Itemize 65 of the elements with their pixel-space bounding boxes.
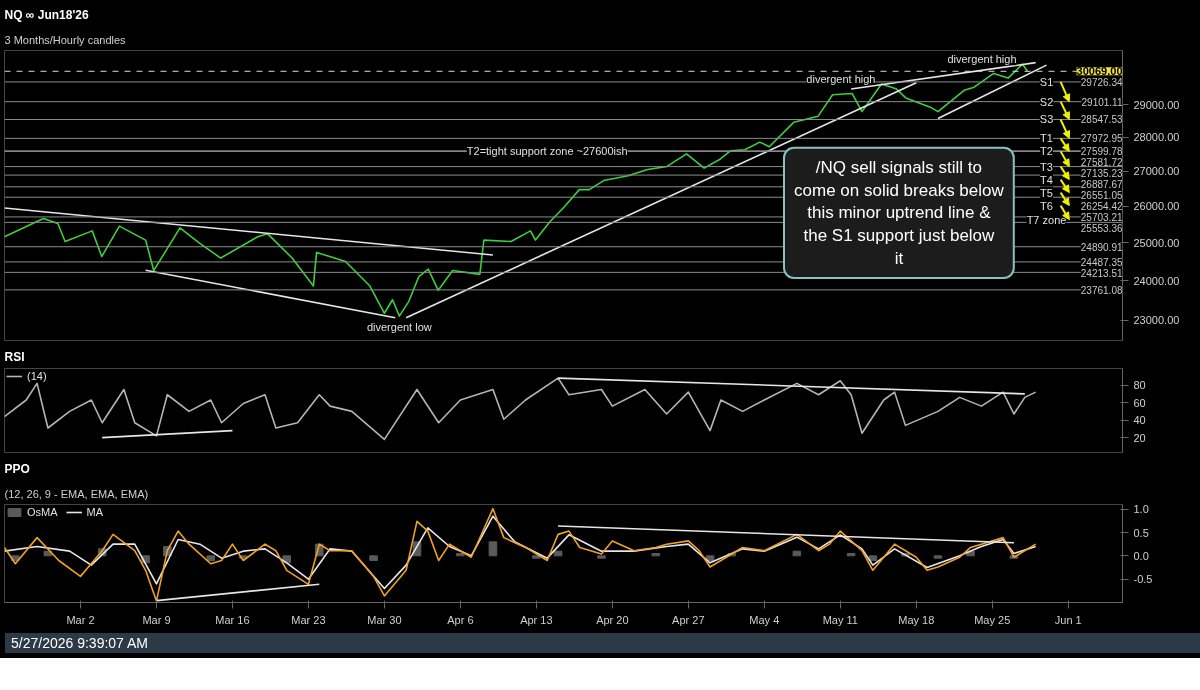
- annotation: divergent low: [366, 321, 432, 334]
- ref-line-label: 30069.00: [1076, 65, 1123, 78]
- annotation: T6: [1040, 199, 1053, 212]
- chart-subtitle: 3 Months/Hourly candles: [4, 33, 127, 46]
- y-tick-label: 40: [1133, 414, 1146, 427]
- x-tick-label: Mar 16: [215, 613, 250, 626]
- y-tick-label: 1.0: [1133, 503, 1149, 516]
- annotation: T7 zone: [1026, 213, 1067, 226]
- ref-line-label: 29101.11: [1081, 96, 1123, 108]
- x-tick-label: Mar 2: [66, 613, 95, 626]
- ref-line-label: 29726.34: [1080, 77, 1123, 89]
- x-tick-label: May 11: [822, 613, 858, 626]
- x-tick-label: May 4: [749, 613, 780, 626]
- ref-line-label: 27581.72: [1080, 156, 1123, 168]
- y-tick-label: 26000.00: [1133, 200, 1180, 213]
- text: 5/27/2026 9:39:07 AM: [11, 634, 148, 653]
- ref-line-label: 26551.05: [1080, 189, 1123, 201]
- ref-line-label: 27135.23: [1080, 167, 1123, 179]
- y-tick-label: 60: [1133, 396, 1146, 409]
- ref-line-label: 24213.51: [1080, 267, 1123, 279]
- y-tick-label: 29000.00: [1133, 98, 1180, 111]
- ref-line-label: 26887.67: [1080, 178, 1123, 190]
- x-tick-label: Jun 1: [1054, 613, 1082, 626]
- y-tick-label: 0.5: [1133, 526, 1149, 539]
- chart-title: RSI: [4, 349, 25, 364]
- x-tick-label: Mar 30: [367, 613, 402, 626]
- annotation: T2=tight support zone ~27600ish: [466, 145, 628, 158]
- y-tick-label: 80: [1133, 379, 1146, 392]
- y-tick-label: -0.5: [1133, 573, 1153, 586]
- x-tick-label: Mar 9: [142, 613, 171, 626]
- ref-line-label: 23761.08: [1080, 284, 1123, 296]
- ref-line-label: 25553.36: [1080, 222, 1123, 234]
- y-tick-label: 24000.00: [1133, 274, 1180, 287]
- y-tick-label: 25000.00: [1133, 236, 1180, 249]
- annotation: divergent high: [806, 73, 876, 86]
- x-tick-label: May 25: [974, 613, 1011, 626]
- ref-line-label: 26254.42: [1080, 200, 1123, 212]
- y-tick-label: 20: [1133, 431, 1146, 444]
- y-tick-label: 28000.00: [1133, 131, 1180, 144]
- ref-line-label: 24890.91: [1080, 241, 1123, 253]
- ref-line-label: 24487.35: [1080, 256, 1123, 268]
- annotation: T4: [1040, 173, 1053, 186]
- ref-line-label: 27972.95: [1080, 133, 1123, 145]
- y-tick-label: 0.0: [1133, 549, 1149, 562]
- legend-label: OsMA: [27, 506, 58, 518]
- annotation: /NQ sell signals still to come on solid breaks below this minor uptrend line & the S1 support just below it: [794, 157, 1005, 268]
- x-tick-label: May 18: [898, 613, 935, 626]
- x-tick-label: Apr 6: [447, 613, 474, 626]
- ref-line-label: 28547.53: [1080, 114, 1123, 126]
- legend-label: MA: [86, 506, 105, 518]
- ref-line-label: 25703.21: [1080, 211, 1123, 223]
- chart-title: PPO: [4, 461, 30, 476]
- x-tick-label: Mar 23: [291, 613, 326, 626]
- annotation: S3: [1039, 113, 1054, 126]
- annotation: divergent high: [947, 53, 1017, 66]
- chart-title: NQ ∞ Jun18'26: [4, 7, 89, 22]
- x-tick-label: Apr 27: [672, 613, 705, 626]
- y-tick-label: 27000.00: [1133, 165, 1180, 178]
- x-tick-label: Apr 13: [520, 613, 553, 626]
- ref-line-label: 27599.78: [1080, 145, 1123, 157]
- legend-label: (14): [27, 370, 47, 382]
- x-tick-label: Apr 20: [596, 613, 629, 626]
- chart-subtitle: (12, 26, 9 - EMA, EMA, EMA): [4, 487, 149, 500]
- y-tick-label: 23000.00: [1133, 314, 1180, 327]
- annotation: T5: [1040, 186, 1053, 199]
